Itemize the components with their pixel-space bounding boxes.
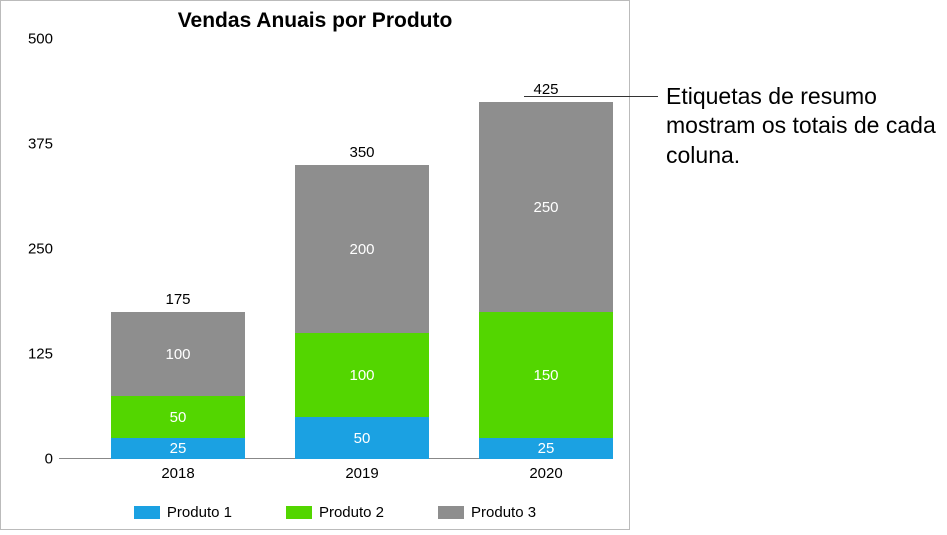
legend-swatch [438,506,464,519]
y-tick-label: 250 [13,241,53,258]
legend-item: Produto 3 [438,504,536,521]
y-tick-label: 500 [13,31,53,48]
bar-segment: 100 [111,312,245,396]
bar-segment: 200 [295,165,429,333]
bar-segment: 150 [479,312,613,438]
y-tick-label: 0 [13,451,53,468]
x-tick-label: 2020 [479,465,613,482]
bar-segment: 250 [479,102,613,312]
legend: Produto 1 Produto 2 Produto 3 [59,504,611,521]
bar-total-label: 175 [111,291,245,308]
chart-title: Vendas Anuais por Produto [1,9,629,33]
legend-swatch [286,506,312,519]
legend-item: Produto 1 [134,504,232,521]
bar-segment: 50 [295,417,429,459]
bar-segment: 25 [479,438,613,459]
x-tick-label: 2018 [111,465,245,482]
bar-total-label: 350 [295,144,429,161]
legend-label: Produto 3 [471,504,536,521]
y-tick-label: 125 [13,346,53,363]
bar-segment: 100 [295,333,429,417]
legend-swatch [134,506,160,519]
chart-container: Vendas Anuais por Produto 0 125 250 375 500 2… [0,0,630,530]
bar-segment: 25 [111,438,245,459]
legend-label: Produto 2 [319,504,384,521]
legend-item: Produto 2 [286,504,384,521]
bar-segment: 50 [111,396,245,438]
y-tick-label: 375 [13,136,53,153]
plot-area: 0125250375500255010017520185010020035020… [59,39,611,459]
callout-text: Etiquetas de resumo mostram os totais de… [666,82,936,170]
callout-leader-line [524,96,658,97]
legend-label: Produto 1 [167,504,232,521]
x-tick-label: 2019 [295,465,429,482]
